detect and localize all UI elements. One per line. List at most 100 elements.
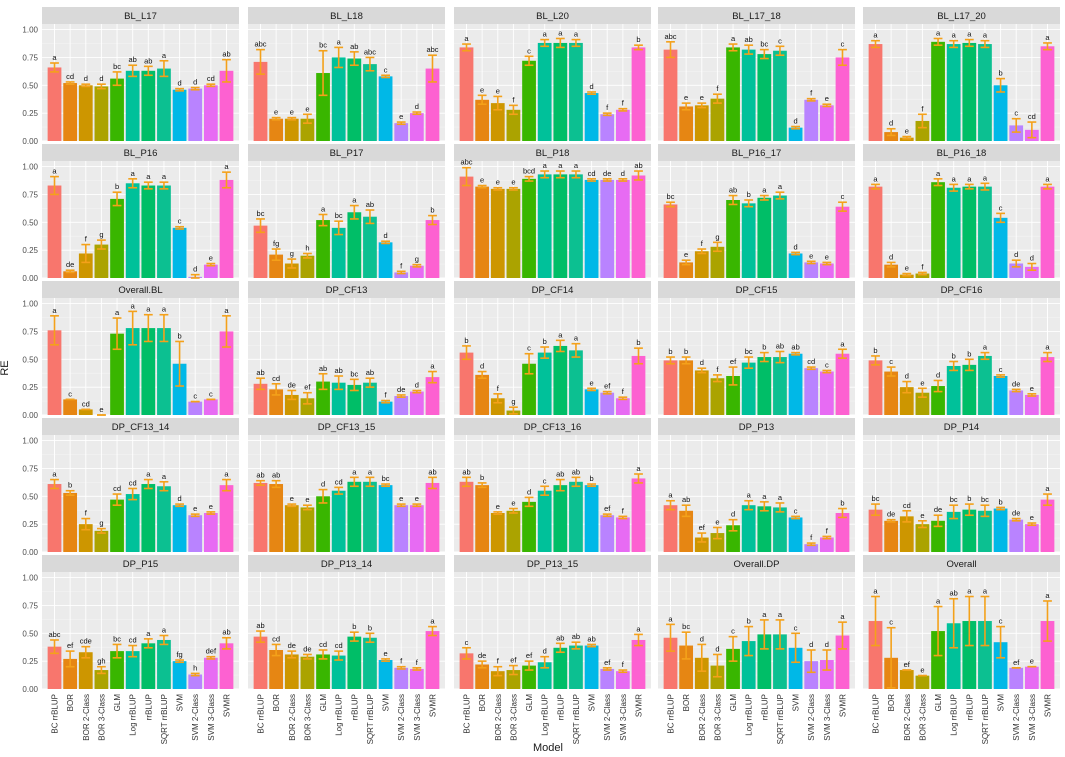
significance-letter: b: [684, 347, 688, 356]
significance-letter: a: [731, 34, 736, 43]
significance-letter: e: [905, 264, 909, 273]
x-tick-label: BOR 3-Class: [97, 694, 106, 741]
significance-letter: abc: [254, 40, 266, 49]
significance-letter: a: [574, 161, 579, 170]
significance-letter: a: [983, 343, 988, 352]
error-bar: [1011, 117, 1021, 133]
error-bar: [602, 178, 612, 182]
error-bar: [477, 370, 487, 380]
bar: [931, 386, 945, 415]
error-bar: [587, 91, 596, 95]
significance-letter: b: [543, 337, 547, 346]
error-bar: [634, 473, 643, 484]
bar: [409, 391, 424, 415]
error-bar: [365, 209, 375, 225]
bar: [394, 667, 409, 689]
significance-letter: c: [825, 360, 829, 369]
significance-letter: c: [841, 40, 845, 49]
error-bar: [964, 503, 974, 517]
bar: [47, 646, 62, 689]
significance-letter: a: [52, 53, 57, 62]
significance-letter: e: [684, 250, 688, 259]
x-tick-label: BOR 3-Class: [303, 694, 312, 741]
significance-letter: b: [368, 623, 372, 632]
bar: [553, 42, 568, 141]
error-bar: [112, 493, 122, 507]
error-bar: [365, 56, 375, 72]
error-bar: [349, 51, 359, 67]
y-tick-label: 0.75: [22, 327, 38, 336]
bar: [694, 370, 709, 415]
significance-letter: d: [889, 252, 893, 261]
panel-title: BL_L17_20: [937, 11, 986, 22]
x-tick-label: SVM 2-Class: [1012, 694, 1021, 741]
significance-letter: de: [288, 641, 296, 650]
significance-letter: f: [497, 384, 500, 393]
significance-letter: ab: [556, 633, 564, 642]
panel-strip: [454, 418, 651, 435]
significance-letter: c: [527, 46, 531, 55]
x-tick-label: SVM: [997, 694, 1006, 712]
error-bar: [81, 83, 91, 88]
significance-letter: a: [967, 174, 972, 183]
bar: [899, 516, 914, 552]
y-tick-label: 0.75: [22, 53, 38, 62]
significance-letter: c: [543, 476, 547, 485]
error-bar: [933, 605, 943, 657]
error-bar: [838, 201, 847, 212]
bar: [94, 530, 109, 552]
error-bar: [713, 93, 722, 104]
error-bar: [318, 372, 328, 391]
bar: [363, 637, 377, 689]
error-bar: [806, 366, 816, 371]
error-bar: [396, 270, 406, 275]
error-bar: [886, 127, 896, 137]
error-bar: [256, 218, 265, 234]
significance-letter: d: [384, 231, 388, 240]
bar: [94, 86, 109, 141]
error-bar: [634, 170, 643, 181]
bar: [47, 484, 62, 552]
bar: [757, 634, 772, 689]
error-bar: [1043, 493, 1052, 507]
bar: [284, 263, 299, 278]
bar: [203, 513, 218, 552]
significance-letter: ef: [510, 656, 517, 665]
significance-letter: c: [794, 506, 798, 515]
significance-letter: b: [430, 206, 434, 215]
bar: [978, 355, 992, 415]
bar: [884, 132, 899, 141]
panel-title: BL_P16_17: [732, 148, 782, 159]
significance-letter: a: [873, 31, 878, 40]
significance-letter: f: [921, 262, 924, 271]
x-tick-label: SVMR: [838, 694, 847, 717]
panel-strip: [658, 144, 855, 161]
error-bar: [996, 506, 1005, 511]
significance-letter: f: [512, 95, 515, 104]
error-bar: [381, 74, 390, 79]
error-bar: [838, 48, 847, 67]
significance-letter: abc: [48, 630, 60, 639]
bar: [475, 99, 490, 141]
significance-letter: cde: [80, 637, 92, 646]
significance-letter: f: [385, 391, 388, 400]
bar: [631, 355, 646, 415]
error-bar: [128, 310, 138, 346]
bar: [506, 510, 521, 552]
error-bar: [477, 660, 487, 669]
bar: [475, 485, 490, 552]
significance-letter: ab: [222, 628, 230, 637]
panel-strip: [42, 281, 239, 298]
panel-strip: [248, 144, 445, 161]
bar: [1024, 394, 1039, 415]
error-bar: [493, 511, 503, 515]
significance-letter: e: [1030, 384, 1034, 393]
significance-letter: e: [399, 494, 403, 503]
error-bar: [555, 339, 565, 353]
bar: [835, 353, 850, 415]
x-tick-label: SVM: [792, 694, 801, 712]
significance-letter: f: [716, 365, 719, 374]
significance-letter: a: [146, 305, 151, 314]
error-bar: [303, 653, 312, 660]
